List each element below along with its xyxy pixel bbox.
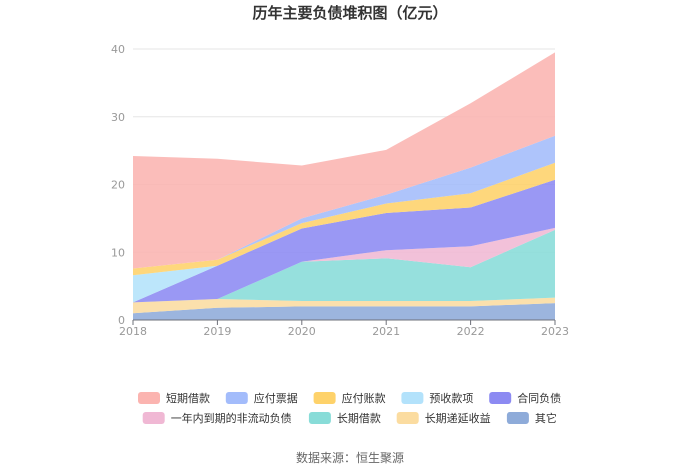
legend-item[interactable]: 预收款项 [401, 391, 473, 405]
x-tick-label: 2023 [541, 325, 569, 338]
legend-label: 应付票据 [254, 391, 298, 405]
x-tick-label: 2019 [203, 325, 231, 338]
legend-label: 预收款项 [429, 391, 473, 405]
area-series-1[interactable] [133, 297, 555, 314]
legend-label: 短期借款 [166, 391, 210, 405]
legend-swatch [138, 392, 160, 404]
legend-label: 长期借款 [337, 411, 381, 425]
legend-swatch [308, 412, 331, 424]
x-tick-label: 2021 [372, 325, 400, 338]
y-tick-label: 30 [111, 111, 125, 124]
axes: 0 10 20 30 40 2018 2019 2020 2021 2022 2023 [111, 43, 569, 338]
legend-item[interactable]: 短期借款 [138, 391, 210, 405]
area-series-8[interactable] [133, 52, 555, 269]
legend-label: 应付账款 [342, 391, 386, 405]
legend-item[interactable]: 合同负债 [489, 391, 561, 405]
area-series-3[interactable] [133, 227, 555, 303]
legend-swatch [313, 392, 336, 404]
chart-title: 历年主要负债堆积图（亿元） [252, 4, 447, 22]
legend-item[interactable]: 应付票据 [225, 391, 298, 405]
x-tick-label: 2020 [288, 325, 316, 338]
area-series [133, 52, 555, 320]
area-series-0[interactable] [133, 303, 555, 320]
y-tick-label: 0 [118, 314, 125, 327]
legend-item[interactable]: 长期借款 [308, 411, 381, 425]
legend-label: 其它 [535, 411, 557, 425]
legend-swatch [225, 392, 248, 404]
y-tick-label: 40 [111, 43, 125, 56]
area-series-6[interactable] [133, 162, 555, 276]
legend-item[interactable]: 其它 [506, 411, 557, 425]
x-tick-label: 2018 [119, 325, 147, 338]
legend-label: 长期递延收益 [425, 411, 491, 425]
y-tick-label: 20 [111, 179, 125, 192]
legend-item[interactable]: 应付账款 [313, 391, 386, 405]
area-series-2[interactable] [133, 229, 555, 303]
legend-item[interactable]: 一年内到期的非流动负债 [142, 411, 292, 425]
legend-swatch [401, 392, 424, 404]
legend-label: 一年内到期的非流动负债 [171, 411, 292, 425]
y-tick-label: 10 [111, 246, 125, 259]
legend-label: 合同负债 [517, 391, 561, 405]
data-source: 数据来源：恒生聚源 [296, 450, 404, 465]
legend-item[interactable]: 长期递延收益 [396, 411, 491, 425]
legend-swatch [396, 412, 419, 424]
legend-swatch [489, 392, 512, 404]
x-tick-label: 2022 [457, 325, 485, 338]
legend-swatch [506, 412, 529, 424]
area-series-4[interactable] [133, 179, 555, 303]
legend-swatch [142, 412, 165, 424]
